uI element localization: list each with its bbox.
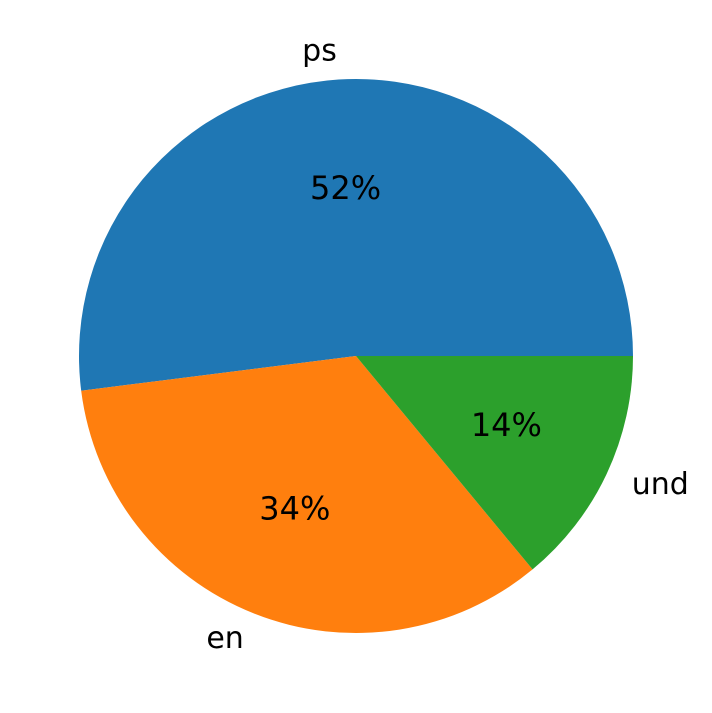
slice-label: en [206,621,243,656]
slice-label: ps [302,33,337,68]
percent-label: 14% [471,406,542,444]
pie-slice [81,356,533,633]
pie-slice [356,356,633,570]
pie-slice [78,78,633,391]
slice-label: und [632,467,689,502]
percent-label: 34% [259,490,330,528]
percent-label: 52% [310,169,381,207]
